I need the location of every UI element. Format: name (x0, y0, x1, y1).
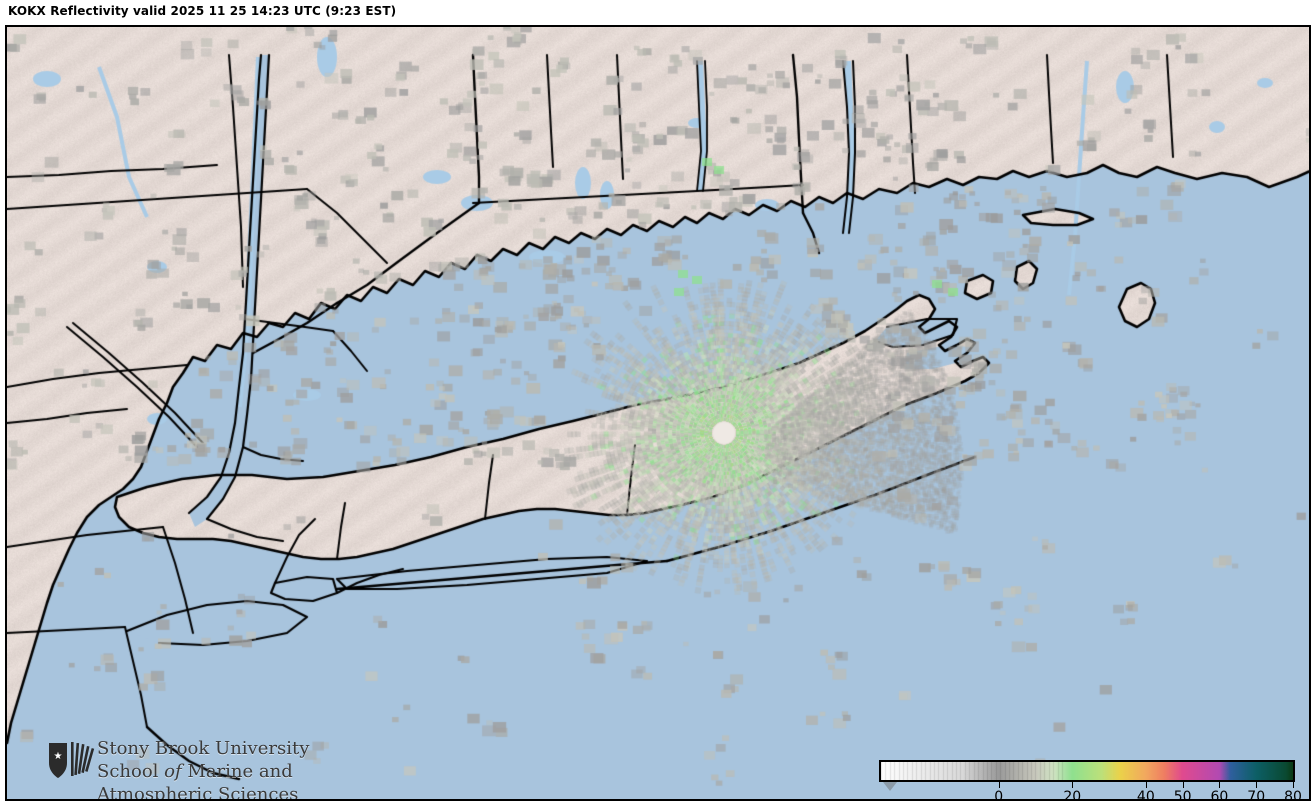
colorbar-tick (998, 782, 1000, 788)
colorbar-tick (1072, 782, 1074, 788)
colorbar-tick-label: 70 (1247, 789, 1266, 801)
radar-map-canvas (7, 27, 1309, 799)
colorbar-tick-label: 40 (1136, 789, 1155, 801)
reflectivity-colorbar: 0 20 40 50 60 70 80 (873, 755, 1303, 801)
colorbar-box (879, 760, 1295, 782)
colorbar-under-arrow-icon (883, 782, 897, 791)
colorbar-tick (1219, 782, 1221, 788)
colorbar-tick-label: 0 (994, 789, 1004, 801)
colorbar-tick-label: 50 (1173, 789, 1192, 801)
page-title: KOKX Reflectivity valid 2025 11 25 14:23… (8, 4, 397, 18)
colorbar-tick-label: 80 (1284, 789, 1302, 801)
colorbar-tick (1145, 782, 1147, 788)
colorbar-tick (1256, 782, 1258, 788)
colorbar-tick (1293, 782, 1294, 788)
colorbar-tick-label: 20 (1063, 789, 1082, 801)
colorbar-tick-label: 60 (1210, 789, 1229, 801)
map-frame: ★ Stony Brook University School of Marin… (5, 25, 1311, 801)
colorbar-gradient (881, 762, 1293, 780)
colorbar-tick (1182, 782, 1184, 788)
